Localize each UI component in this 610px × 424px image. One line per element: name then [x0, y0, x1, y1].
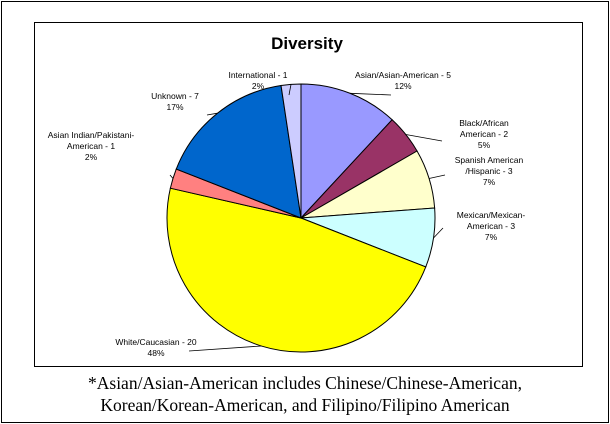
slice-label: Asian Indian/Pakistani-American - 1 2%	[48, 130, 135, 162]
slice-label-line: Black/African	[459, 118, 509, 128]
pie-slice-asian-asian-american	[300, 83, 393, 220]
slice-label-line: Asian Indian/Pakistani-	[48, 130, 135, 140]
leader-line	[169, 174, 174, 179]
slice-label-line: International - 1	[228, 70, 287, 80]
leader-line	[206, 112, 218, 116]
slice-label: Black/African American - 2 5%	[459, 118, 509, 150]
footnote-line-1: *Asian/Asian-American includes Chinese/C…	[88, 373, 522, 393]
slice-label: Spanish American/Hispanic - 3 7%	[455, 155, 524, 187]
slice-label-line: American - 1	[67, 141, 115, 151]
slice-label-line: 12%	[394, 81, 411, 91]
slice-label-line: White/Caucasian - 20	[115, 337, 197, 347]
slice-label: International - 1 2%	[228, 70, 287, 91]
slice-label: Unknown - 7 17%	[151, 91, 199, 112]
slice-label-line: Spanish American	[455, 155, 524, 165]
slice-label-line: 48%	[147, 348, 164, 358]
slice-label: Mexican/Mexican-American - 3 7%	[457, 210, 526, 242]
slice-label-line: 7%	[485, 232, 498, 242]
slice-label-line: 2%	[252, 81, 265, 91]
slice-label-line: 17%	[166, 102, 183, 112]
slice-label-line: Asian/Asian-American - 5	[355, 70, 451, 80]
chart-title: Diversity	[271, 34, 343, 53]
footnote-line-2: Korean/Korean-American, and Filipino/Fil…	[100, 395, 510, 415]
slice-label-line: American - 2	[460, 129, 508, 139]
chart-area: Diversity Asian/Asian-American - 5 12% Bla…	[34, 22, 583, 367]
footnote: *Asian/Asian-American includes Chinese/C…	[0, 372, 610, 416]
slice-label-line: 7%	[483, 177, 496, 187]
slice-label-line: Mexican/Mexican-	[457, 210, 526, 220]
leader-line	[405, 134, 443, 142]
slice-label-line: American - 3	[467, 221, 515, 231]
pie-chart: Diversity Asian/Asian-American - 5 12% Bla…	[48, 34, 526, 358]
pie-slice-international	[280, 83, 302, 219]
slice-label: White/Caucasian - 20 48%	[115, 337, 197, 358]
slice-label-line: /Hispanic - 3	[465, 166, 513, 176]
leader-line	[188, 345, 262, 352]
slice-label-line: Unknown - 7	[151, 91, 199, 101]
leader-line	[349, 92, 392, 96]
slice-label-line: 5%	[478, 140, 491, 150]
leader-line	[433, 227, 444, 239]
slice-label: Asian/Asian-American - 5 12%	[355, 70, 451, 91]
leader-line	[428, 174, 446, 179]
leader-line	[288, 84, 292, 96]
slice-label-line: 2%	[85, 152, 98, 162]
